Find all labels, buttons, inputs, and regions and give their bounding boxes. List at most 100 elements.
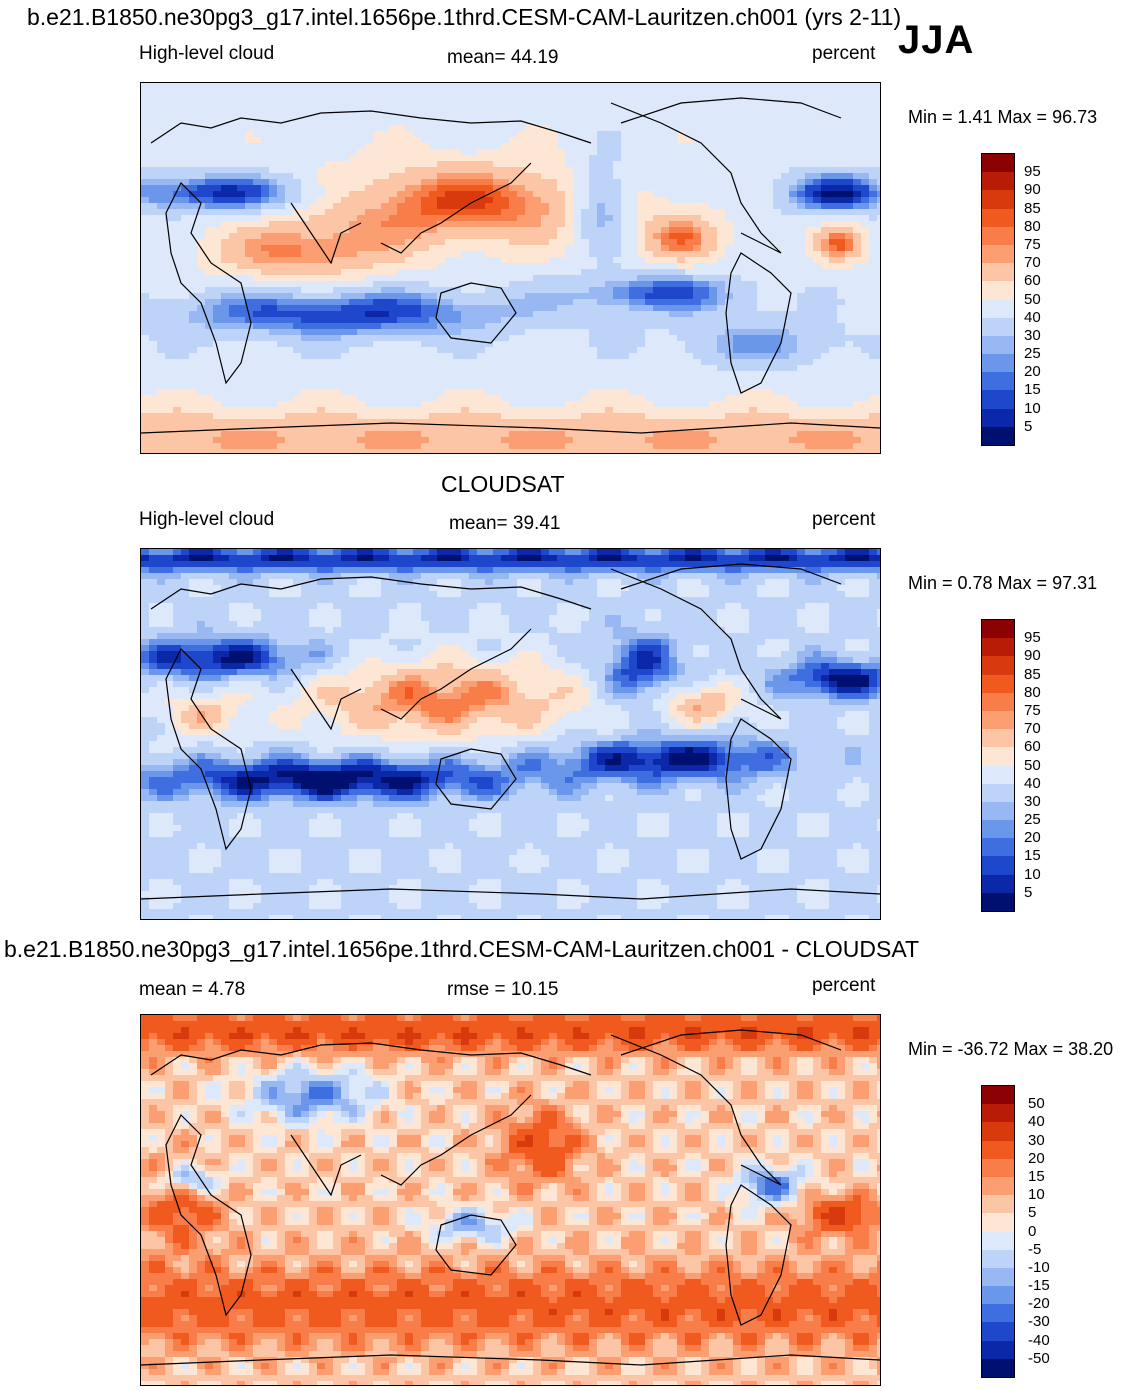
- coastline: [620, 563, 842, 590]
- colorbar-swatch: [982, 335, 1014, 355]
- colorbar-swatch: [982, 656, 1014, 675]
- colorbar-swatch: [982, 244, 1014, 264]
- colorbar-tick-label: 75: [1024, 701, 1041, 719]
- colorbar-swatch: [982, 820, 1014, 839]
- colorbar-swatch: [982, 1358, 1014, 1377]
- colorbar-tick-label: 0: [1028, 1222, 1037, 1240]
- colorbar-tick-label: 90: [1024, 181, 1041, 199]
- colorbar-tick-label: 25: [1024, 811, 1041, 829]
- colorbar-tick-label: -5: [1028, 1240, 1042, 1258]
- colorbar-tick-label: 10: [1024, 865, 1041, 883]
- colorbar-swatch: [982, 1104, 1014, 1123]
- coastline: [141, 422, 880, 434]
- colorbar-tick-label: 95: [1024, 629, 1041, 647]
- colorbar-swatch: [982, 801, 1014, 821]
- season-label: JJA: [898, 18, 975, 62]
- colorbar-swatch: [982, 1176, 1014, 1196]
- colorbar-swatch: [982, 299, 1014, 318]
- colorbar-tick-label: -50: [1028, 1349, 1050, 1367]
- colorbar-tick-label: 20: [1024, 829, 1041, 847]
- colorbar-tick-label: 70: [1024, 720, 1041, 738]
- panel1-map: [140, 82, 881, 454]
- panel3-minmax: Min = -36.72 Max = 38.20: [908, 1039, 1114, 1059]
- coastline: [165, 1113, 252, 1317]
- coastline: [150, 110, 592, 144]
- coastline: [290, 668, 362, 731]
- colorbar-tick-label: 85: [1024, 665, 1041, 683]
- colorbar-swatch: [982, 1086, 1014, 1105]
- coastline: [435, 282, 517, 344]
- colorbar-swatch: [982, 729, 1014, 748]
- colorbar-tick-label: 5: [1028, 1204, 1037, 1222]
- colorbar-swatch: [982, 226, 1014, 245]
- colorbar-tick-label: 30: [1024, 326, 1041, 344]
- colorbar-tick-label: 30: [1028, 1131, 1045, 1149]
- colorbar-swatch: [982, 765, 1014, 784]
- colorbar-swatch: [982, 1122, 1014, 1141]
- diff-title: b.e21.B1850.ne30pg3_g17.intel.1656pe.1th…: [4, 936, 920, 962]
- colorbar-tick-label: 85: [1024, 199, 1041, 217]
- colorbar-tick-label: 30: [1024, 792, 1041, 810]
- colorbar-swatch: [982, 1249, 1014, 1268]
- coastline: [620, 1029, 842, 1056]
- colorbar-swatch: [982, 1195, 1014, 1214]
- colorbar-swatch: [982, 1231, 1014, 1250]
- panel2-units-label: percent: [812, 509, 876, 530]
- colorbar-swatch: [982, 390, 1014, 409]
- colorbar-swatch: [982, 747, 1014, 766]
- panel3-mean-label: mean = 4.78: [139, 979, 246, 1000]
- panel1-minmax: Min = 1.41 Max = 96.73: [908, 107, 1098, 127]
- coastline: [725, 1184, 792, 1326]
- coastline: [380, 1094, 532, 1186]
- colorbar-swatch: [982, 1140, 1014, 1159]
- coastline: [290, 202, 362, 265]
- colorbar-tick-label: 10: [1024, 399, 1041, 417]
- panel1-colorbar: [981, 153, 1015, 446]
- colorbar-tick-label: 25: [1024, 345, 1041, 363]
- colorbar-tick-label: 50: [1024, 756, 1041, 774]
- colorbar-tick-label: 70: [1024, 254, 1041, 272]
- panel1-units-label: percent: [812, 43, 876, 64]
- colorbar-swatch: [982, 1267, 1014, 1287]
- coastline: [435, 1214, 517, 1276]
- colorbar-tick-label: 20: [1028, 1149, 1045, 1167]
- colorbar-swatch: [982, 856, 1014, 875]
- coastline: [141, 1354, 880, 1366]
- colorbar-swatch: [982, 674, 1014, 693]
- panel2-colorbar: [981, 619, 1015, 912]
- colorbar-tick-label: 40: [1024, 308, 1041, 326]
- colorbar-swatch: [982, 710, 1014, 730]
- colorbar-swatch: [982, 874, 1014, 893]
- colorbar-swatch: [982, 1322, 1014, 1341]
- colorbar-swatch: [982, 1213, 1014, 1232]
- colorbar-tick-label: 20: [1024, 363, 1041, 381]
- coastline: [620, 97, 842, 124]
- coastline: [150, 1042, 592, 1076]
- colorbar-tick-label: -30: [1028, 1313, 1050, 1331]
- colorbar-swatch: [982, 1304, 1014, 1323]
- colorbar-swatch: [982, 263, 1014, 282]
- coastline: [380, 162, 532, 254]
- panel1-mean-label: mean= 44.19: [447, 47, 559, 68]
- colorbar-tick-label: 5: [1024, 417, 1033, 435]
- colorbar-tick-label: 10: [1028, 1186, 1045, 1204]
- panel3-map: [140, 1014, 881, 1386]
- panel3-colorbar: [981, 1085, 1015, 1378]
- colorbar-tick-label: 40: [1028, 1113, 1045, 1131]
- panel2-mean-label: mean= 39.41: [449, 513, 561, 534]
- coastline: [165, 181, 252, 385]
- colorbar-swatch: [982, 638, 1014, 657]
- coastline: [141, 888, 880, 900]
- colorbar-swatch: [982, 1340, 1014, 1359]
- colorbar-swatch: [982, 1286, 1014, 1305]
- coastline: [435, 748, 517, 810]
- figure-title: b.e21.B1850.ne30pg3_g17.intel.1656pe.1th…: [27, 4, 902, 30]
- colorbar-tick-label: 80: [1024, 683, 1041, 701]
- colorbar-swatch: [982, 190, 1014, 209]
- coastline: [380, 628, 532, 720]
- colorbar-swatch: [982, 1158, 1014, 1177]
- colorbar-tick-label: 50: [1028, 1095, 1045, 1113]
- colorbar-swatch: [982, 838, 1014, 857]
- panel2-variable-label: High-level cloud: [139, 509, 275, 530]
- colorbar-swatch: [982, 172, 1014, 191]
